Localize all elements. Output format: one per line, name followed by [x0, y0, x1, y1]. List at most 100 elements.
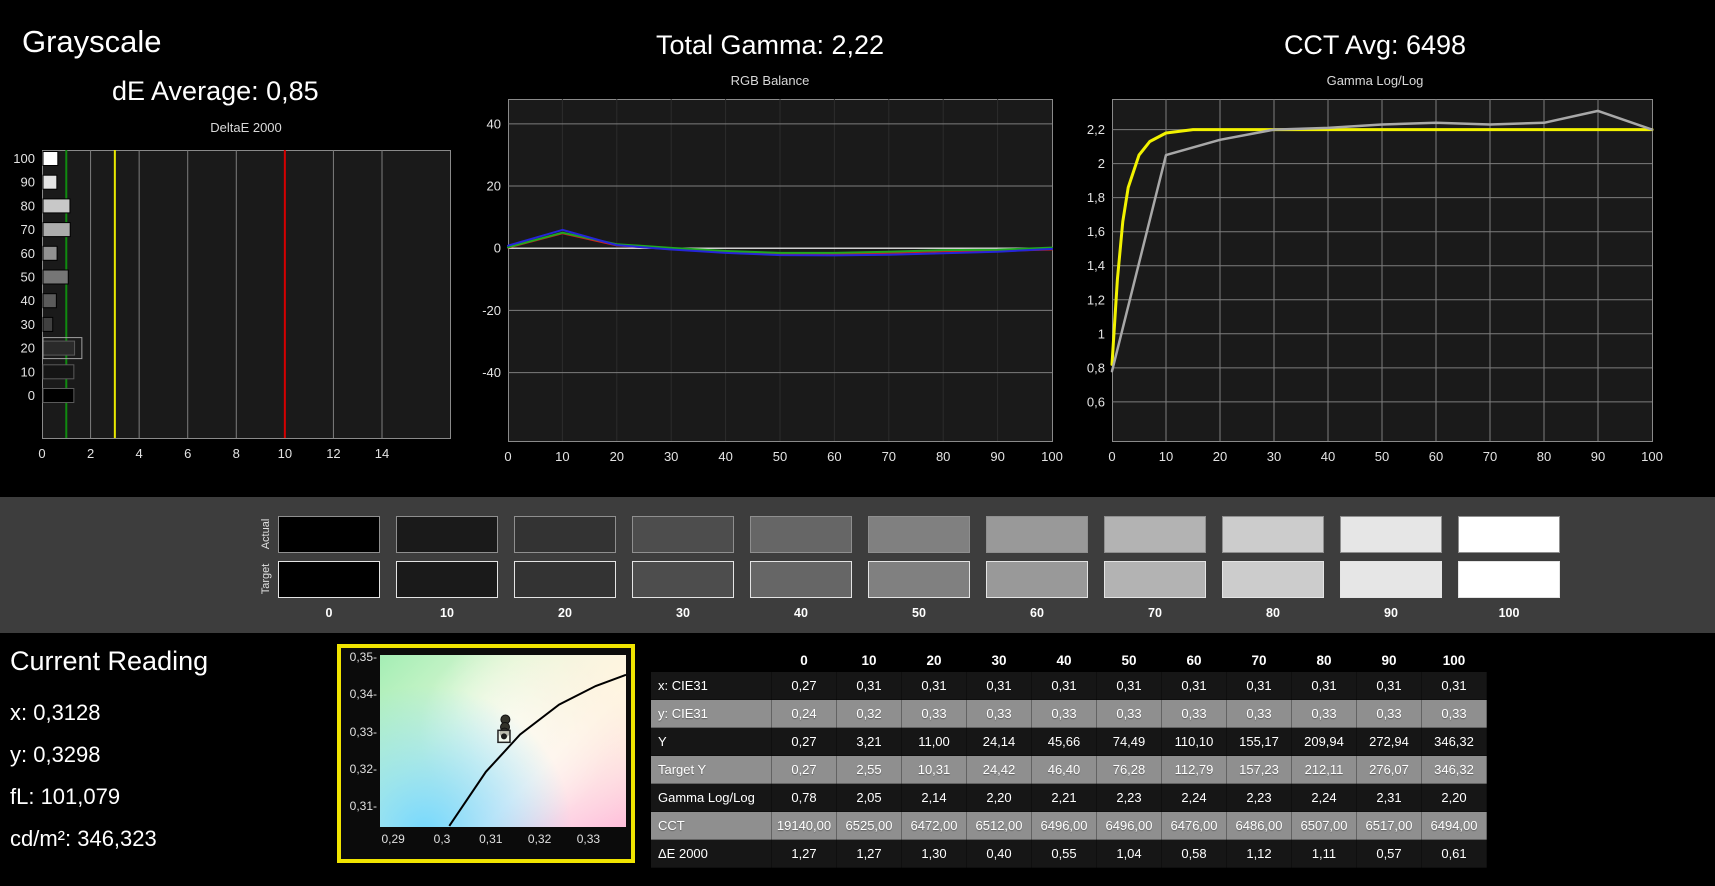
axis-tick-label: 30 — [664, 449, 678, 464]
table-cell: 1,12 — [1226, 839, 1292, 868]
table-cell: 0,31 — [1421, 671, 1487, 700]
table-cell: 6476,00 — [1161, 811, 1227, 840]
actual-swatch-60 — [986, 516, 1088, 553]
de-bar-10 — [42, 364, 75, 380]
de-bar-80 — [42, 198, 71, 214]
de-bar-70 — [42, 222, 71, 238]
table-cell: 45,66 — [1031, 727, 1097, 756]
table-row-label: x: CIE31 — [650, 671, 772, 700]
table-cell: 6496,00 — [1031, 811, 1097, 840]
actual-swatch-0 — [278, 516, 380, 553]
total-gamma-label: Total Gamma: 2,22 — [655, 30, 885, 60]
axis-tick-label: 40 — [1321, 449, 1335, 464]
table-cell: 0,33 — [1161, 699, 1227, 728]
table-cell: 46,40 — [1031, 755, 1097, 784]
axis-tick-label: 40 — [718, 449, 732, 464]
table-row-label: Target Y — [650, 755, 772, 784]
axis-tick-label: 1,2 — [1087, 292, 1105, 307]
table-cell: 212,11 — [1291, 755, 1357, 784]
results-table: 0 10 20 30 40 50 60 70 80 90 100 x: CIE31 0,27 0,31 0,… — [650, 648, 1487, 868]
axis-tick-label: 60 — [21, 246, 35, 261]
table-cell: 0,57 — [1356, 839, 1422, 868]
table-row: Gamma Log/Log 0,78 2,05 2,14 2,20 2,21 2,23 2,2… — [650, 783, 1487, 812]
axis-tick-label: 90 — [21, 175, 35, 190]
axis-tick-label: 90 — [990, 449, 1004, 464]
table-row: y: CIE31 0,24 0,32 0,33 0,33 0,33 0,33 0,33 0,33… — [650, 699, 1487, 728]
selected-level-outline — [42, 337, 83, 360]
axis-tick-label: 2 — [1098, 156, 1105, 171]
table-cell: 0,33 — [1226, 699, 1292, 728]
axis-tick-label: 30 — [1267, 449, 1281, 464]
table-cell: 0,31 — [966, 671, 1032, 700]
table-cell: 2,24 — [1291, 783, 1357, 812]
table-cell: 209,94 — [1291, 727, 1357, 756]
de-average-label: dE Average: 0,85 — [112, 76, 319, 106]
table-cell: 112,79 — [1161, 755, 1227, 784]
de-bar-60 — [42, 245, 58, 261]
table-cell: 6507,00 — [1291, 811, 1357, 840]
page-title: Grayscale — [22, 24, 162, 59]
table-cell: 2,20 — [966, 783, 1032, 812]
axis-tick-label: 0 — [1108, 449, 1115, 464]
table-cell: 1,04 — [1096, 839, 1162, 868]
axis-tick-label: 1,8 — [1087, 190, 1105, 205]
table-cell: 1,27 — [836, 839, 902, 868]
cct-avg-label: CCT Avg: 6498 — [1283, 30, 1467, 60]
swatch-level-label: 100 — [1498, 606, 1520, 620]
axis-tick-label: 70 — [1483, 449, 1497, 464]
table-row: Target Y 0,27 2,55 10,31 24,42 46,40 76,28 112,… — [650, 755, 1487, 784]
table-cell: 0,27 — [771, 727, 837, 756]
axis-tick-label: 4 — [136, 446, 143, 461]
axis-tick-label: 14 — [375, 446, 389, 461]
axis-tick-label: 50 — [21, 270, 35, 285]
actual-swatch-80 — [1222, 516, 1324, 553]
gamma-chart: 0,6 0,8 1 1,2 1,4 1,6 1,8 2 2,2 0 10 20 30 40 50 60 70 80… — [1075, 91, 1675, 469]
axis-tick-label: 20 — [487, 179, 501, 194]
de-bar-30 — [42, 316, 54, 332]
axis-tick-label: 80 — [936, 449, 950, 464]
table-cell: 0,78 — [771, 783, 837, 812]
table-cell: 24,42 — [966, 755, 1032, 784]
table-col-header: 90 — [1356, 648, 1422, 672]
axis-tick-label: 2,2 — [1087, 122, 1105, 137]
axis-tick-label: -40 — [482, 365, 501, 380]
de-bar-40 — [42, 293, 57, 309]
cie-x-tick: 0,31 — [479, 832, 503, 846]
table-cell: 11,00 — [901, 727, 967, 756]
table-cell: 2,31 — [1356, 783, 1422, 812]
axis-tick-label: 90 — [1591, 449, 1605, 464]
table-header-row: 0 10 20 30 40 50 60 70 80 90 100 — [650, 648, 1487, 672]
axis-tick-label: 0 — [28, 388, 35, 403]
cie-y-tick: 0,31- — [349, 799, 377, 814]
axis-tick-label: 100 — [13, 151, 35, 166]
table-cell: 10,31 — [901, 755, 967, 784]
axis-tick-label: 6 — [184, 446, 191, 461]
table-cell: 0,31 — [1356, 671, 1422, 700]
target-swatch-70 — [1104, 561, 1206, 598]
table-col-header: 50 — [1096, 648, 1162, 672]
de-bar-90 — [42, 174, 58, 190]
axis-tick-label: 80 — [1537, 449, 1551, 464]
current-reading-title: Current Reading — [10, 646, 209, 676]
target-swatch-20 — [514, 561, 616, 598]
swatch-level-label: 70 — [1148, 606, 1162, 620]
rgb-balance-chart-title: RGB Balance — [730, 73, 810, 88]
cie-y-tick: 0,32- — [349, 761, 377, 776]
table-cell: 2,14 — [901, 783, 967, 812]
table-cell: 24,14 — [966, 727, 1032, 756]
table-cell: 6512,00 — [966, 811, 1032, 840]
cie-chromaticity-panel[interactable]: 0,35- 0,34- 0,33- 0,32- 0,31- 0,29 0,3 0,31 0,32… — [337, 644, 635, 863]
axis-tick-label: 60 — [1429, 449, 1443, 464]
table-cell: 0,33 — [966, 699, 1032, 728]
table-cell: 0,33 — [1356, 699, 1422, 728]
table-cell: 19140,00 — [771, 811, 837, 840]
rgb-balance-chart-panel: Total Gamma: 2,22 RGB Balance -40 -20 0 20 4… — [470, 28, 1070, 469]
axis-tick-label: 12 — [326, 446, 340, 461]
axis-tick-label: 0 — [504, 449, 511, 464]
table-cell: 276,07 — [1356, 755, 1422, 784]
target-swatch-90 — [1340, 561, 1442, 598]
rgb-chart: -40 -20 0 20 40 0 10 20 30 40 50 60 70 80 90 100 — [470, 91, 1070, 469]
target-swatch-40 — [750, 561, 852, 598]
table-cell: 2,21 — [1031, 783, 1097, 812]
table-row-label: ΔE 2000 — [650, 839, 772, 868]
